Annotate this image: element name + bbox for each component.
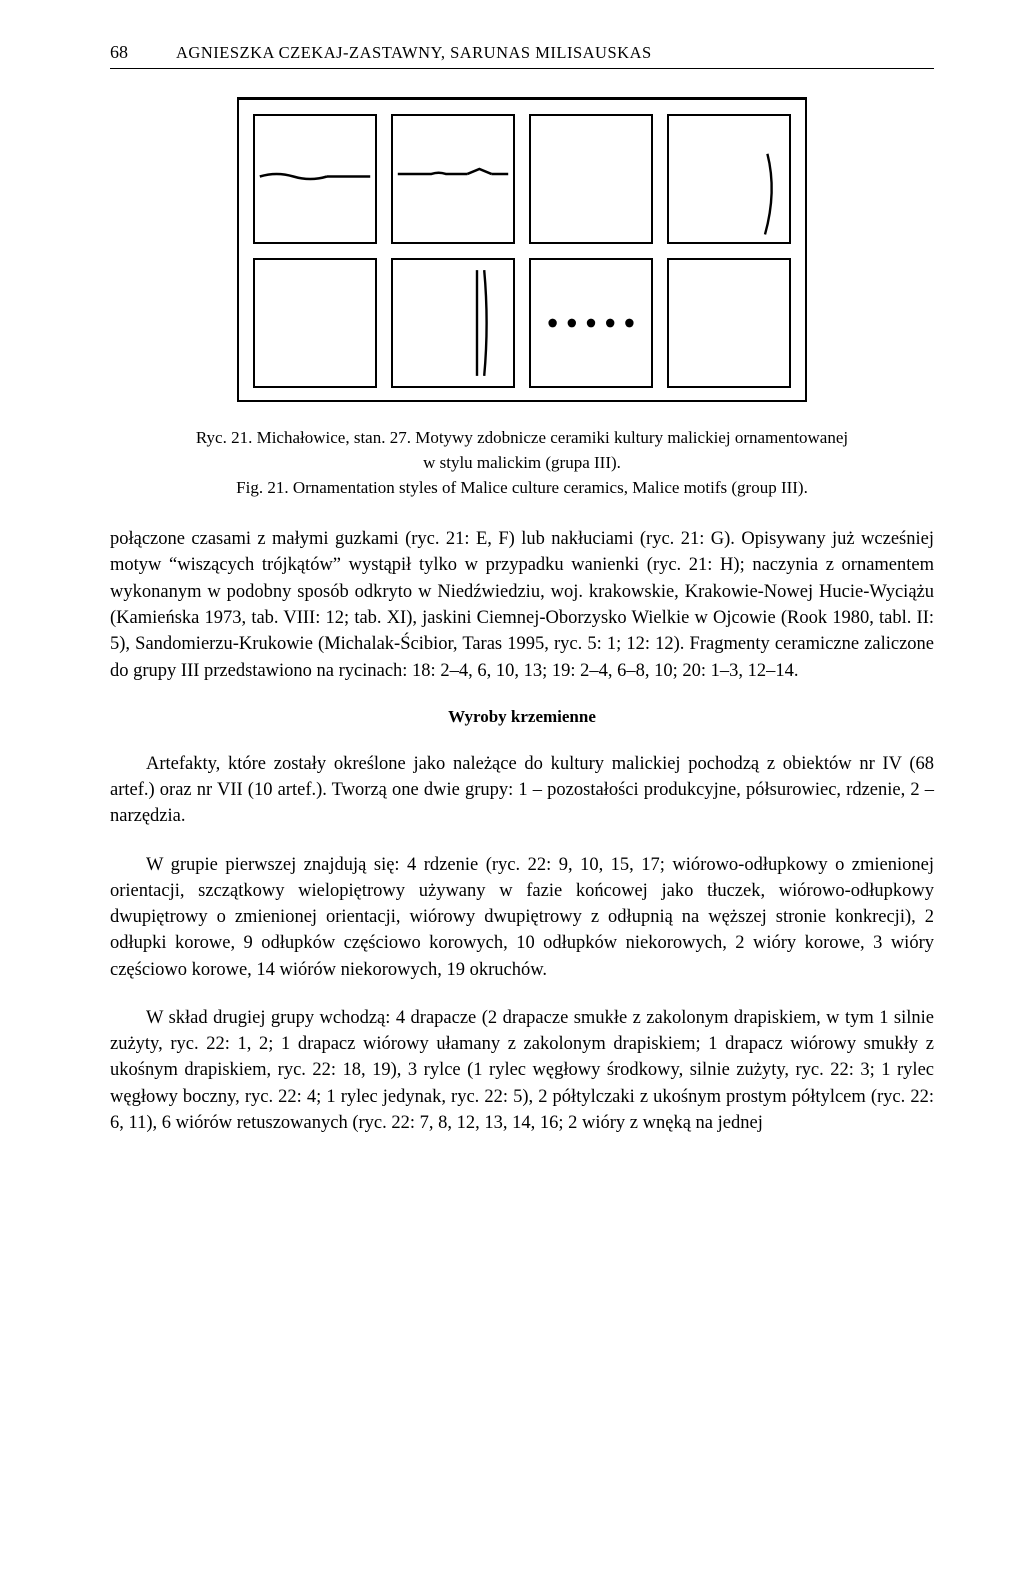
figure-row-bottom	[253, 258, 791, 388]
page-header: 68 AGNIESZKA CZEKAJ-ZASTAWNY, SARUNAS MI…	[110, 40, 934, 69]
figure-21	[237, 97, 807, 402]
caption-line-2: w stylu malickim (grupa III).	[110, 451, 934, 476]
paragraph-3: W grupie pierwszej znajdują się: 4 rdzen…	[110, 852, 934, 983]
section-heading: Wyroby krzemienne	[110, 706, 934, 729]
motif-cell-d	[667, 114, 791, 244]
motif-cell-a	[253, 114, 377, 244]
paragraph-4: W skład drugiej grupy wchodzą: 4 drapacz…	[110, 1005, 934, 1136]
motif-cell-e	[253, 258, 377, 388]
running-head: AGNIESZKA CZEKAJ-ZASTAWNY, SARUNAS MILIS…	[176, 42, 652, 64]
motif-cell-f	[391, 258, 515, 388]
figure-row-top	[253, 114, 791, 244]
paragraph-2-text: Artefakty, które zostały określone jako …	[110, 754, 934, 827]
paragraph-2: Artefakty, które zostały określone jako …	[110, 751, 934, 830]
motif-cell-b	[391, 114, 515, 244]
figure-caption: Ryc. 21. Michałowice, stan. 27. Motywy z…	[110, 426, 934, 500]
page-number: 68	[110, 40, 128, 64]
paragraph-3-text: W grupie pierwszej znajdują się: 4 rdzen…	[110, 855, 934, 980]
paragraph-4-text: W skład drugiej grupy wchodzą: 4 drapacz…	[110, 1008, 934, 1133]
caption-line-1: Ryc. 21. Michałowice, stan. 27. Motywy z…	[110, 426, 934, 451]
motif-cell-h	[667, 258, 791, 388]
figure-container	[110, 97, 934, 402]
caption-line-3: Fig. 21. Ornamentation styles of Malice …	[110, 476, 934, 501]
motif-cell-c	[529, 114, 653, 244]
paragraph-1: połączone czasami z małymi guzkami (ryc.…	[110, 526, 934, 684]
motif-cell-g	[529, 258, 653, 388]
